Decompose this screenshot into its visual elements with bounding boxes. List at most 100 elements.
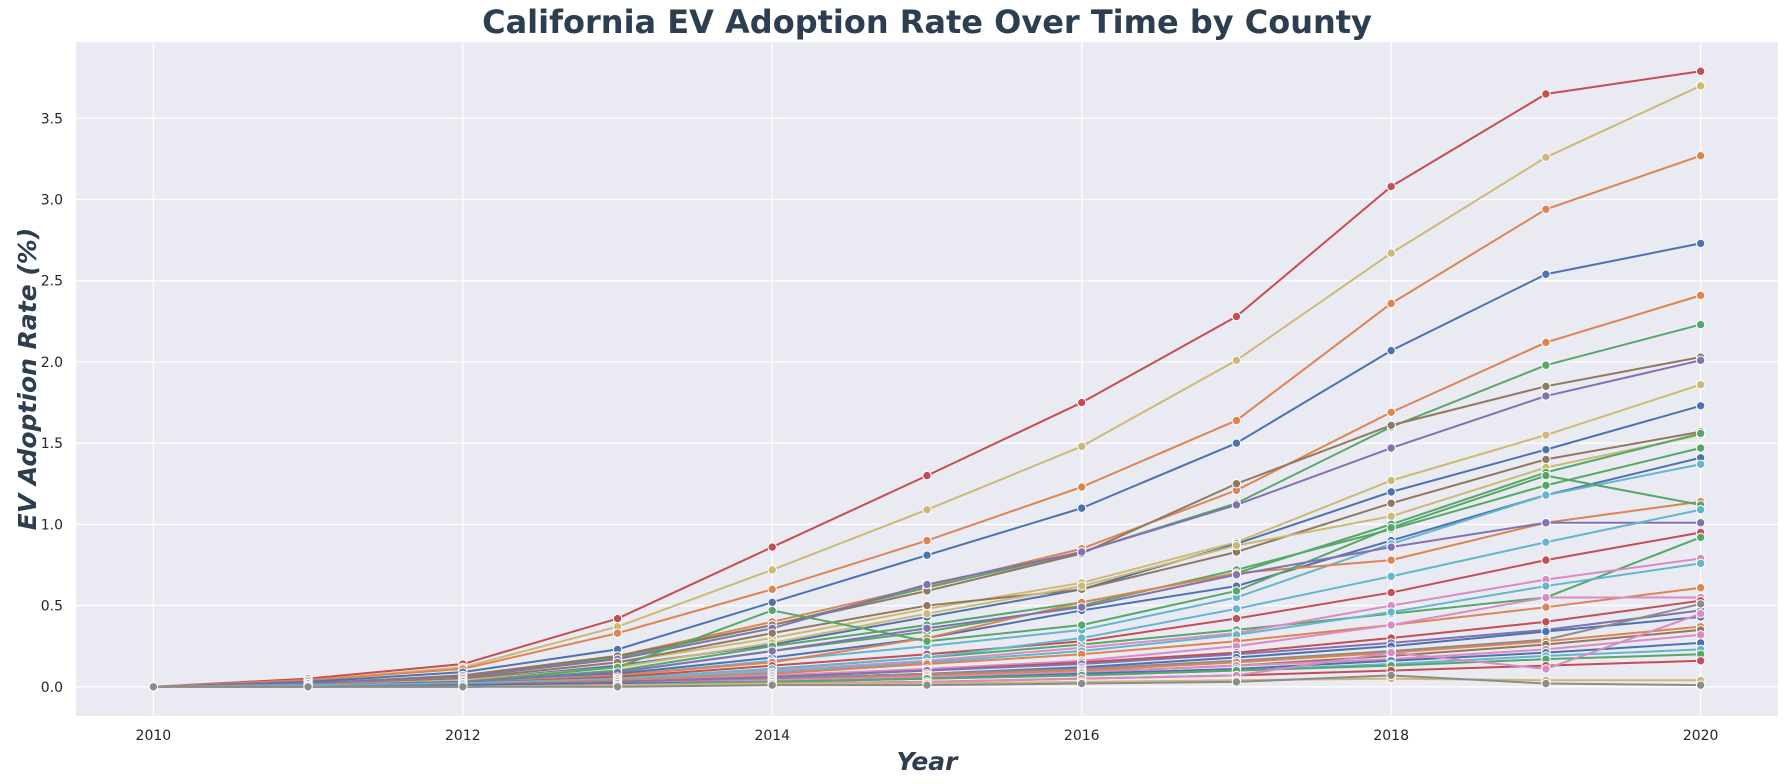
data-point <box>1541 152 1551 163</box>
data-point <box>1695 505 1706 515</box>
data-point <box>922 623 932 633</box>
data-point <box>1695 518 1706 528</box>
data-point <box>922 470 932 481</box>
data-point <box>1541 444 1551 455</box>
data-point <box>1386 487 1396 497</box>
data-point <box>1695 630 1706 640</box>
y-tick-label: 0.0 <box>41 680 63 696</box>
data-point <box>1695 532 1706 543</box>
x-tick-label: 2010 <box>136 728 172 744</box>
data-point <box>1386 620 1396 630</box>
data-point <box>1541 518 1551 528</box>
data-point <box>1695 66 1706 76</box>
data-point <box>1231 311 1242 322</box>
data-point <box>1541 537 1551 547</box>
data-point <box>1231 355 1242 366</box>
data-point <box>767 542 777 552</box>
y-tick-label: 3.5 <box>41 111 63 127</box>
data-point <box>767 597 777 608</box>
data-point <box>1231 500 1242 510</box>
data-point <box>1077 441 1087 452</box>
data-point <box>1077 602 1087 612</box>
data-point <box>612 682 623 692</box>
data-point <box>1541 626 1551 637</box>
data-point <box>922 535 932 546</box>
data-point <box>1386 522 1396 533</box>
y-tick-label: 3.0 <box>41 193 63 209</box>
series-40 <box>148 670 1706 692</box>
data-point <box>612 613 623 624</box>
y-tick-label: 1.5 <box>41 436 63 452</box>
data-point <box>1077 581 1087 591</box>
data-point <box>1386 407 1396 417</box>
data-point <box>1077 482 1087 492</box>
data-point <box>767 565 777 575</box>
data-point <box>1695 608 1706 619</box>
data-point <box>1386 248 1396 258</box>
data-point <box>1386 345 1396 356</box>
data-point <box>922 505 932 515</box>
data-point <box>1386 298 1396 309</box>
data-point <box>1386 443 1396 453</box>
data-point <box>1541 490 1551 500</box>
data-point <box>1077 397 1087 408</box>
data-point <box>1386 587 1396 598</box>
y-axis-label: EV Adoption Rate (%) <box>13 228 42 531</box>
data-point <box>1386 181 1396 192</box>
data-point <box>1386 498 1396 508</box>
data-point <box>1695 401 1706 411</box>
data-point <box>1541 337 1551 348</box>
data-point <box>767 646 777 656</box>
data-point <box>1541 664 1551 674</box>
data-point <box>612 628 623 638</box>
data-point <box>1231 613 1242 624</box>
data-point <box>1386 542 1396 552</box>
data-point <box>1695 379 1706 390</box>
data-point <box>1231 540 1242 551</box>
data-point <box>458 682 468 692</box>
data-point <box>1231 438 1242 448</box>
data-point <box>1695 558 1706 569</box>
y-tick-label: 1.0 <box>41 517 63 533</box>
data-point <box>1695 443 1706 453</box>
data-point <box>1386 420 1396 430</box>
x-tick-label: 2014 <box>754 728 790 744</box>
data-point <box>1077 547 1087 557</box>
data-point <box>1231 677 1242 687</box>
x-tick-label: 2020 <box>1683 728 1719 744</box>
x-tick-label: 2016 <box>1064 728 1100 744</box>
data-point <box>922 608 932 619</box>
y-tick-label: 2.0 <box>41 355 63 371</box>
tick-labels: 2010 2012 2014 2016 2018 2020 0.0 0.5 1.0 1.5 2.0 2… <box>41 111 1719 744</box>
data-point <box>1541 381 1551 392</box>
y-tick-label: 2.5 <box>41 274 63 290</box>
data-point <box>1695 290 1706 301</box>
data-point <box>767 680 777 690</box>
data-point <box>1541 581 1551 591</box>
data-point <box>1386 647 1396 658</box>
data-point <box>922 636 932 646</box>
data-point <box>1231 479 1242 489</box>
data-point <box>1695 656 1706 666</box>
data-point <box>767 584 777 595</box>
data-point <box>1541 602 1551 612</box>
data-point <box>1231 570 1242 580</box>
data-point <box>922 600 932 611</box>
data-point <box>767 628 777 638</box>
data-point <box>1231 586 1242 596</box>
data-point <box>1695 150 1706 161</box>
data-point <box>1541 470 1551 481</box>
data-point <box>1541 204 1551 214</box>
data-point <box>1077 678 1087 689</box>
data-point <box>1541 592 1551 603</box>
data-point <box>1695 680 1706 690</box>
data-point <box>1386 571 1396 582</box>
data-point <box>1541 454 1551 465</box>
data-point <box>1077 503 1087 513</box>
data-point <box>148 682 159 692</box>
data-point <box>1541 555 1551 565</box>
data-point <box>922 550 932 560</box>
data-point <box>1541 269 1551 279</box>
